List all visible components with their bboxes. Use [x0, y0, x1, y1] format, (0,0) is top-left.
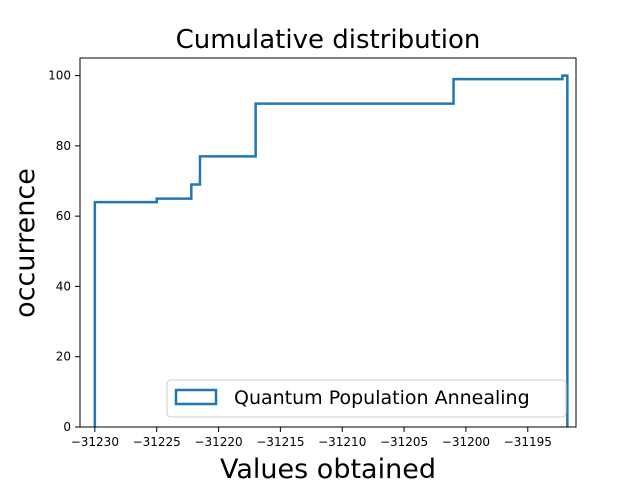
- cumulative-step-line: [93, 74, 569, 427]
- plot-frame: [79, 57, 577, 428]
- x-tick-label: −31210: [318, 435, 366, 449]
- x-tick-label: −31195: [504, 435, 552, 449]
- legend-swatch: [174, 388, 218, 406]
- legend-box: [166, 379, 567, 418]
- x-tick-label: −31215: [256, 435, 304, 449]
- y-tick-label: 100: [48, 69, 71, 83]
- y-axis-title: occurrence: [10, 168, 41, 318]
- x-tick-label: −31230: [71, 435, 119, 449]
- y-tick-label: 0: [63, 420, 71, 434]
- chart-title: Cumulative distribution: [176, 25, 481, 55]
- legend-label: Quantum Population Annealing: [234, 387, 530, 409]
- x-tick-label: −31205: [380, 435, 428, 449]
- y-axis-ticks: 0 20 40 60 80 100: [48, 69, 80, 434]
- y-tick-label: 40: [56, 279, 71, 293]
- x-axis-ticks: −31230 −31225 −31220 −31215 −31210 −31205 −312…: [71, 427, 552, 449]
- legend[interactable]: Quantum Population Annealing: [166, 379, 567, 418]
- x-tick-label: −31200: [442, 435, 490, 449]
- x-tick-label: −31220: [194, 435, 242, 449]
- y-tick-label: 20: [56, 350, 71, 364]
- y-tick-label: 60: [56, 209, 71, 223]
- x-axis-title: Values obtained: [220, 454, 436, 480]
- x-tick-label: −31225: [133, 435, 181, 449]
- series-layer: [93, 74, 569, 427]
- y-tick-label: 80: [56, 139, 71, 153]
